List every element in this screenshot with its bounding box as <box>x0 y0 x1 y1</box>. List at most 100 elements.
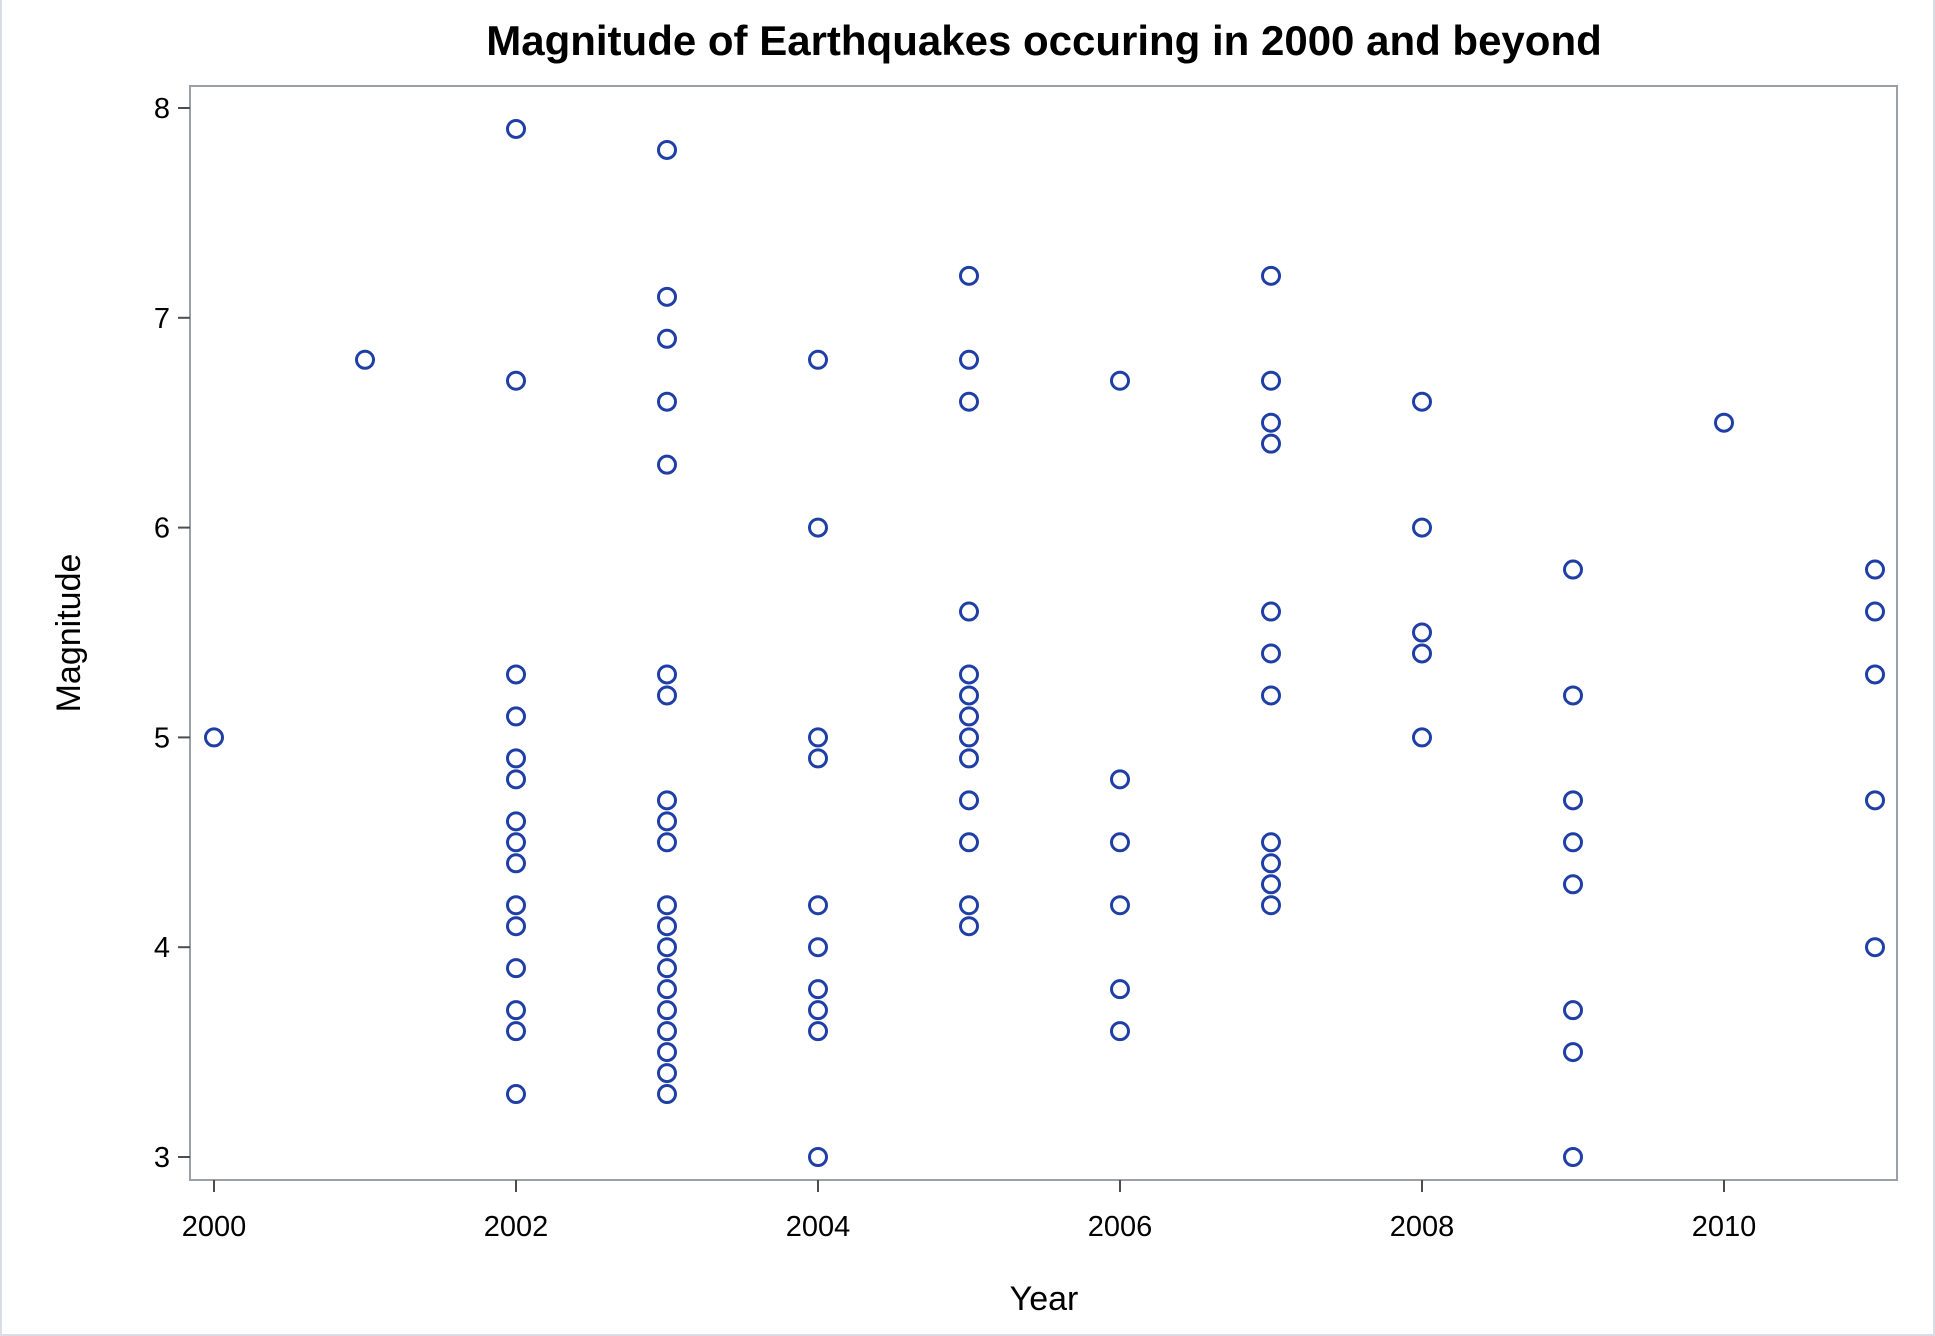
data-point <box>506 1021 526 1042</box>
data-point <box>657 958 677 979</box>
data-point <box>959 601 979 622</box>
data-point <box>506 832 526 853</box>
y-tick-label: 4 <box>154 932 170 964</box>
data-point <box>1261 832 1281 853</box>
data-point <box>1563 832 1583 853</box>
x-axis: 2000 2002 2004 2006 2008 2010 <box>182 1180 1757 1243</box>
data-point <box>1261 895 1281 916</box>
data-point <box>1261 874 1281 895</box>
data-point <box>506 706 526 727</box>
data-point <box>959 664 979 685</box>
data-point <box>808 1147 828 1167</box>
data-point <box>808 349 828 370</box>
x-tick-label: 2004 <box>786 1211 851 1243</box>
data-point <box>959 748 979 769</box>
data-point <box>506 1000 526 1021</box>
data-point <box>808 895 828 916</box>
data-point <box>506 748 526 769</box>
data-point <box>1110 769 1130 790</box>
y-tick-label: 5 <box>154 722 170 754</box>
data-points <box>204 118 1885 1167</box>
data-point <box>1412 727 1432 748</box>
data-point <box>657 1000 677 1021</box>
data-point <box>1261 433 1281 454</box>
data-point <box>506 958 526 979</box>
data-point <box>1865 790 1885 811</box>
data-point <box>1563 1042 1583 1063</box>
data-point <box>1865 664 1885 685</box>
y-tick-label: 6 <box>154 513 170 545</box>
data-point <box>959 790 979 811</box>
data-point <box>808 727 828 748</box>
data-point <box>506 895 526 916</box>
data-point <box>1110 370 1130 391</box>
data-point <box>1261 265 1281 286</box>
data-point <box>959 685 979 706</box>
y-tick-label: 8 <box>154 93 170 125</box>
data-point <box>506 769 526 790</box>
x-tick-label: 2006 <box>1088 1211 1153 1243</box>
data-point <box>1563 685 1583 706</box>
data-point <box>1563 1147 1583 1167</box>
data-point <box>808 1000 828 1021</box>
data-point <box>959 832 979 853</box>
data-point <box>1563 874 1583 895</box>
data-point <box>1261 853 1281 874</box>
data-point <box>506 853 526 874</box>
data-point <box>959 349 979 370</box>
data-point <box>657 1084 677 1105</box>
data-point <box>657 1021 677 1042</box>
data-point <box>657 391 677 412</box>
data-point <box>657 1063 677 1084</box>
data-point <box>657 328 677 349</box>
x-tick-label: 2010 <box>1692 1211 1757 1243</box>
y-tick-label: 3 <box>154 1142 170 1174</box>
data-point <box>506 118 526 139</box>
data-point <box>657 685 677 706</box>
data-point <box>657 832 677 853</box>
data-point <box>657 895 677 916</box>
data-point <box>506 664 526 685</box>
x-tick-label: 2000 <box>182 1211 247 1243</box>
data-point <box>657 664 677 685</box>
data-point <box>808 748 828 769</box>
data-point <box>1412 643 1432 664</box>
x-tick-label: 2008 <box>1390 1211 1455 1243</box>
data-point <box>1110 979 1130 1000</box>
data-point <box>1261 370 1281 391</box>
data-point <box>959 391 979 412</box>
x-axis-label: Year <box>1010 1280 1079 1318</box>
data-point <box>959 916 979 937</box>
data-point <box>1261 643 1281 664</box>
data-point <box>1412 517 1432 538</box>
data-point <box>1412 391 1432 412</box>
data-point <box>1714 412 1734 433</box>
data-point <box>657 811 677 832</box>
data-point <box>506 811 526 832</box>
x-tick-label: 2002 <box>484 1211 549 1243</box>
data-point <box>1110 1021 1130 1042</box>
data-point <box>506 1084 526 1105</box>
data-point <box>1261 685 1281 706</box>
data-point <box>506 916 526 937</box>
plot-area <box>189 85 1898 1181</box>
data-point <box>1563 1000 1583 1021</box>
y-axis: 3 4 5 6 7 8 <box>154 93 190 1174</box>
data-point <box>959 727 979 748</box>
data-point <box>959 265 979 286</box>
data-point <box>1563 559 1583 580</box>
data-point <box>808 979 828 1000</box>
data-point <box>808 937 828 958</box>
chart-title: Magnitude of Earthquakes occuring in 200… <box>486 17 1602 64</box>
data-point <box>1412 622 1432 643</box>
data-point <box>657 979 677 1000</box>
data-point <box>1563 790 1583 811</box>
data-point <box>657 1042 677 1063</box>
data-point <box>657 937 677 958</box>
data-point <box>657 286 677 307</box>
data-point <box>1261 601 1281 622</box>
data-point <box>657 139 677 160</box>
data-point <box>1865 601 1885 622</box>
